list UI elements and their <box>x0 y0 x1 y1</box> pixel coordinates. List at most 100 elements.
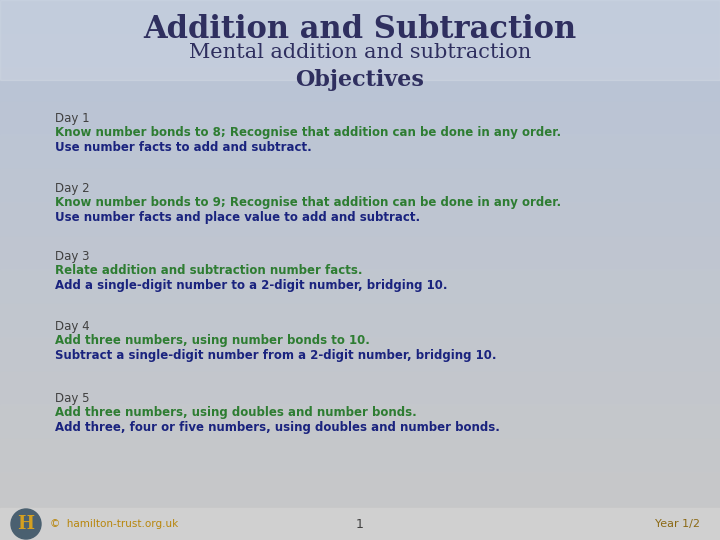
Bar <box>0 15 720 19</box>
Text: Subtract a single-digit number from a 2-digit number, bridging 10.: Subtract a single-digit number from a 2-… <box>55 349 497 362</box>
Bar <box>0 188 720 192</box>
Bar <box>0 347 720 351</box>
Bar <box>0 199 720 202</box>
Text: Day 5: Day 5 <box>55 392 89 405</box>
Bar <box>0 374 720 378</box>
Bar <box>0 66 720 70</box>
Bar <box>0 417 720 421</box>
Bar <box>0 242 720 246</box>
Bar <box>0 45 720 49</box>
Bar <box>0 509 720 513</box>
Bar <box>0 126 720 130</box>
Bar <box>0 34 720 38</box>
Bar <box>0 234 720 238</box>
Bar <box>0 447 720 451</box>
Text: Year 1/2: Year 1/2 <box>655 519 700 529</box>
Bar <box>0 99 720 103</box>
Bar <box>0 134 720 138</box>
Bar <box>0 83 720 86</box>
Bar <box>0 247 720 251</box>
Bar <box>0 444 720 448</box>
Bar <box>0 480 720 483</box>
Text: Know number bonds to 8; Recognise that addition can be done in any order.: Know number bonds to 8; Recognise that a… <box>55 126 561 139</box>
Bar <box>0 277 720 281</box>
Bar <box>0 218 720 221</box>
Bar <box>0 77 720 81</box>
Text: Add three numbers, using number bonds to 10.: Add three numbers, using number bonds to… <box>55 334 370 347</box>
Bar <box>0 118 720 122</box>
Bar <box>0 274 720 278</box>
Text: Day 1: Day 1 <box>55 112 89 125</box>
Bar <box>0 253 720 256</box>
Bar <box>0 331 720 335</box>
Bar <box>0 328 720 332</box>
Text: Relate addition and subtraction number facts.: Relate addition and subtraction number f… <box>55 264 362 277</box>
Text: Addition and Subtraction: Addition and Subtraction <box>143 15 577 45</box>
Bar <box>0 508 720 540</box>
Bar <box>0 0 720 3</box>
Bar <box>0 272 720 275</box>
Bar <box>0 137 720 140</box>
Text: Add three numbers, using doubles and number bonds.: Add three numbers, using doubles and num… <box>55 406 417 419</box>
Text: Use number facts to add and subtract.: Use number facts to add and subtract. <box>55 141 312 154</box>
Bar <box>0 250 720 254</box>
Bar <box>0 237 720 240</box>
Bar <box>0 320 720 324</box>
Bar <box>0 177 720 181</box>
Bar <box>0 4 720 8</box>
Bar <box>0 258 720 262</box>
Bar <box>0 334 720 338</box>
Bar <box>0 358 720 362</box>
Bar <box>0 304 720 308</box>
Bar <box>0 496 720 500</box>
Bar <box>0 145 720 148</box>
Bar <box>0 193 720 197</box>
Text: H: H <box>17 515 35 533</box>
Bar <box>0 455 720 459</box>
Bar <box>0 285 720 289</box>
Bar <box>0 172 720 176</box>
Bar <box>0 377 720 381</box>
Bar <box>0 120 720 124</box>
Bar <box>0 342 720 346</box>
Bar <box>0 42 720 46</box>
Bar <box>0 390 720 394</box>
Bar <box>0 307 720 310</box>
Text: 1: 1 <box>356 517 364 530</box>
Bar <box>0 64 720 68</box>
Bar <box>0 264 720 267</box>
Text: Add a single-digit number to a 2-digit number, bridging 10.: Add a single-digit number to a 2-digit n… <box>55 279 448 292</box>
Bar <box>0 239 720 243</box>
Bar <box>0 93 720 97</box>
Bar <box>0 220 720 224</box>
Bar <box>0 426 720 429</box>
Bar <box>0 0 720 80</box>
Text: Use number facts and place value to add and subtract.: Use number facts and place value to add … <box>55 211 420 224</box>
Bar <box>0 423 720 427</box>
Bar <box>0 515 720 518</box>
Bar <box>0 380 720 383</box>
Text: Add three, four or five numbers, using doubles and number bonds.: Add three, four or five numbers, using d… <box>55 421 500 434</box>
Bar <box>0 350 720 354</box>
Bar <box>0 396 720 400</box>
Bar <box>0 453 720 456</box>
Bar <box>0 369 720 373</box>
Bar <box>0 534 720 537</box>
Bar <box>0 107 720 111</box>
Bar <box>0 450 720 454</box>
Bar <box>0 115 720 119</box>
Bar <box>0 412 720 416</box>
Bar <box>0 339 720 343</box>
Bar <box>0 393 720 397</box>
Bar <box>0 507 720 510</box>
Bar <box>0 104 720 108</box>
Bar <box>0 112 720 116</box>
Bar <box>0 231 720 235</box>
Bar <box>0 261 720 265</box>
Bar <box>0 485 720 489</box>
Bar <box>0 458 720 462</box>
Text: Mental addition and subtraction: Mental addition and subtraction <box>189 43 531 62</box>
Bar <box>0 353 720 356</box>
Bar <box>0 488 720 491</box>
Bar <box>0 520 720 524</box>
